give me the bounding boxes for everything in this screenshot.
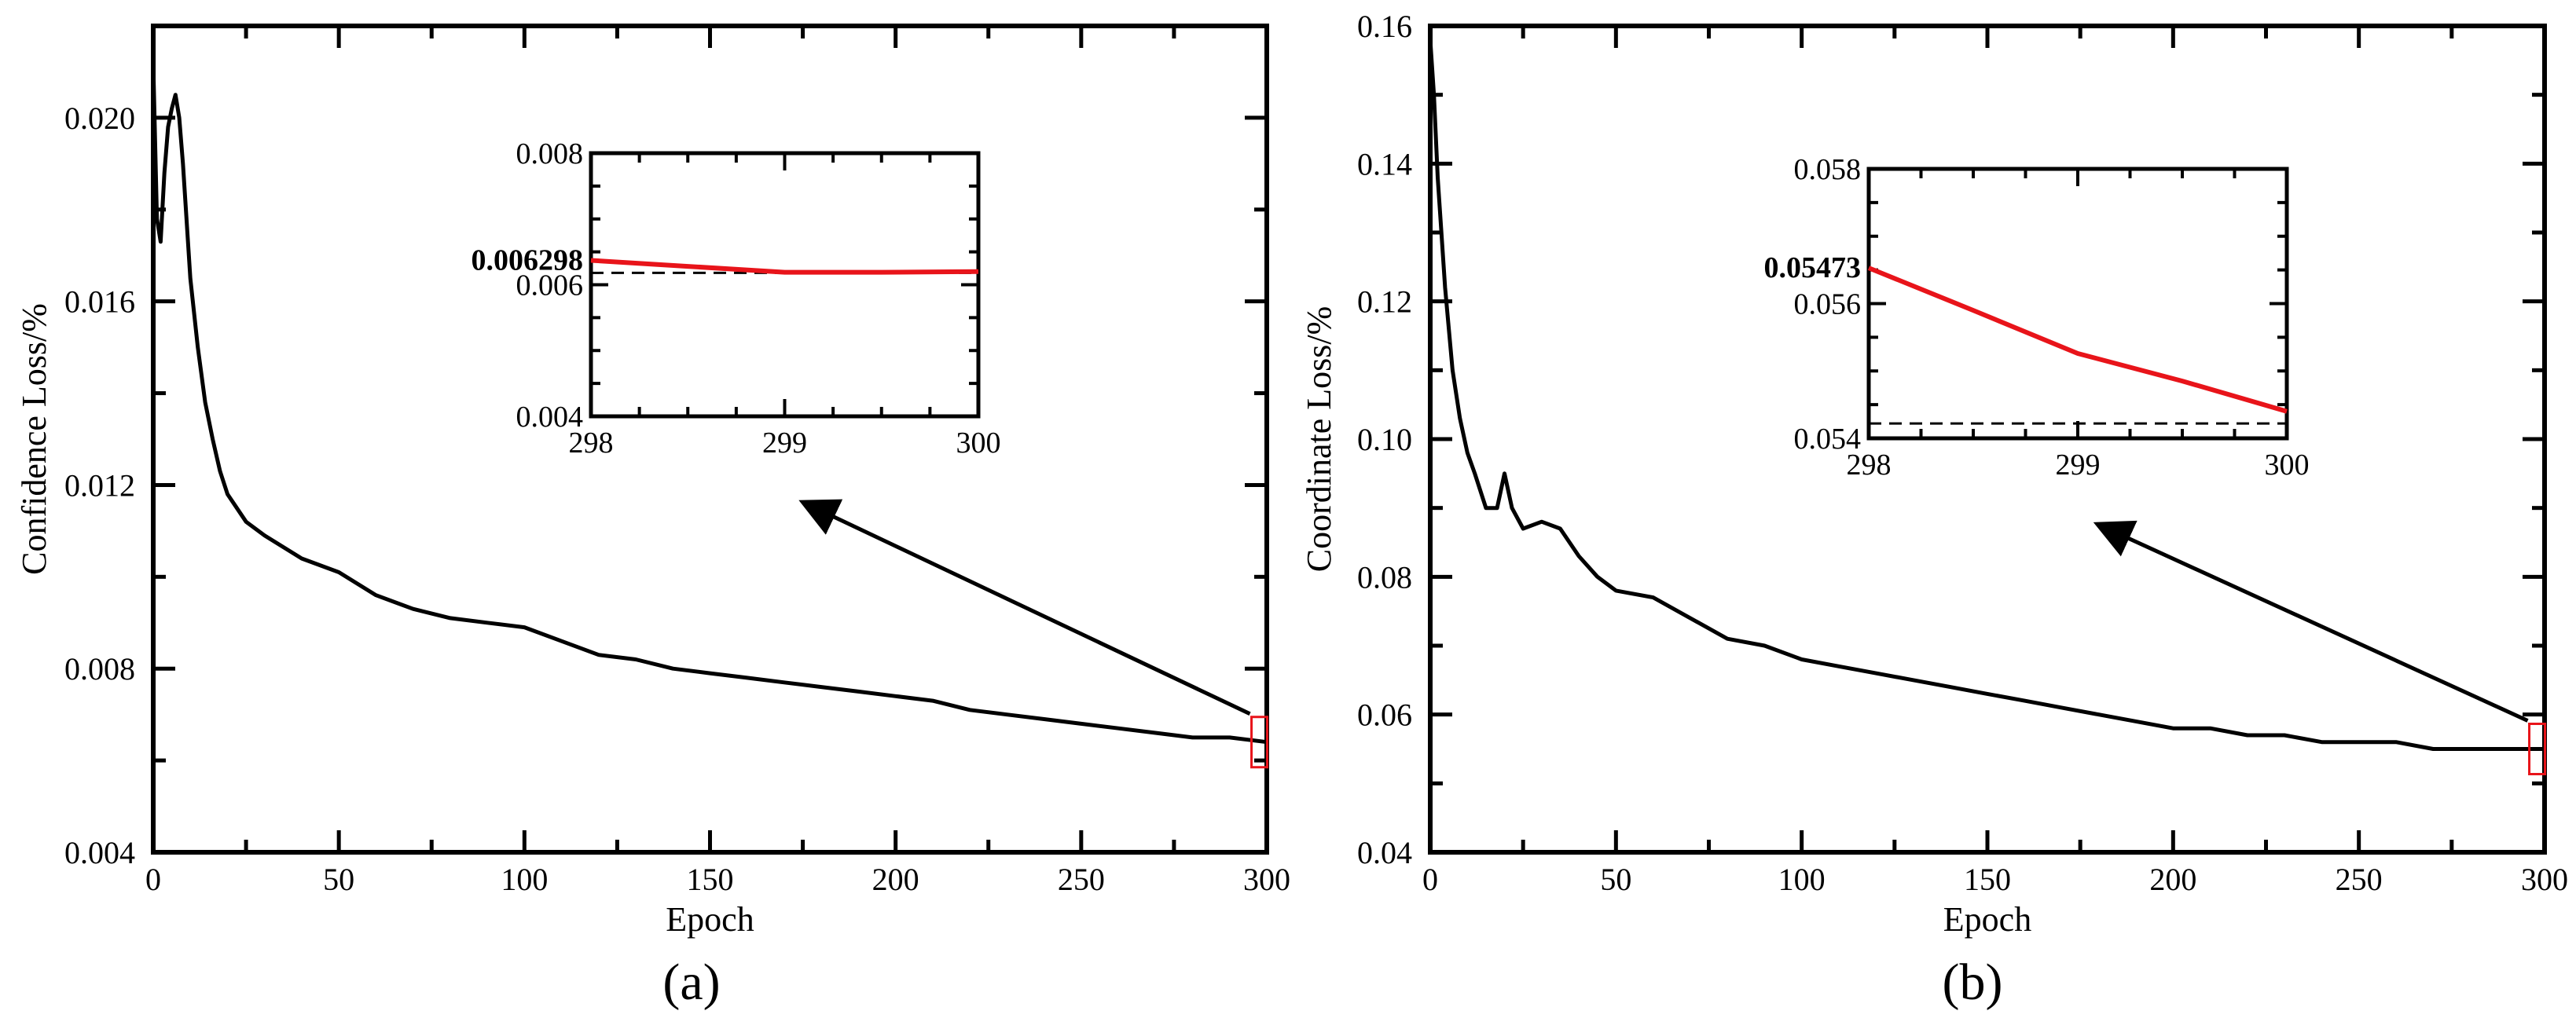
inset-y-tick-label: 0.058 xyxy=(1794,153,1862,186)
x-tick-label: 150 xyxy=(1964,862,2011,897)
chart-panel-a: 0 50 100 150 200 250 300 0.004 0.008 0.012 0.016 0.… xyxy=(15,24,1290,1011)
x-tick-label: 150 xyxy=(687,862,734,897)
x-tick-label: 100 xyxy=(1778,862,1826,897)
inset-frame xyxy=(589,151,981,419)
highlight-box xyxy=(2528,723,2547,775)
y-tick-label: 0.12 xyxy=(1357,284,1412,320)
y-axis-label: Coordinate Loss/% xyxy=(1300,306,1338,573)
x-tick-label: 250 xyxy=(1058,862,1105,897)
y-tick-label: 0.06 xyxy=(1357,698,1412,733)
inset-x-tick-label: 299 xyxy=(2056,449,2101,482)
inset-y-tick-label: 0.006 xyxy=(516,269,584,302)
y-tick-label: 0.16 xyxy=(1357,9,1412,44)
panel-label: (a) xyxy=(662,954,720,1011)
x-tick-label: 300 xyxy=(1243,862,1290,897)
y-tick-label: 0.10 xyxy=(1357,422,1412,457)
x-tick-label: 200 xyxy=(872,862,919,897)
y-tick-label: 0.004 xyxy=(64,835,135,870)
y-tick-label: 0.04 xyxy=(1357,835,1412,870)
y-tick-label: 0.016 xyxy=(64,284,135,320)
inset-y-tick-label: 0.008 xyxy=(516,137,584,170)
inset-x-tick-label: 299 xyxy=(762,427,807,460)
y-axis-label: Confidence Loss/% xyxy=(15,303,53,575)
inset-highlight-value: 0.05473 xyxy=(1764,251,1862,284)
inset-x-tick-label: 300 xyxy=(956,427,1001,460)
y-tick-label: 0.08 xyxy=(1357,559,1412,595)
inset-y-tick-label: 0.056 xyxy=(1794,288,1862,321)
zoom-arrow xyxy=(2093,520,2529,723)
inset-highlight-value: 0.006298 xyxy=(472,244,584,277)
y-tick-label: 0.14 xyxy=(1357,146,1412,181)
x-tick-label: 50 xyxy=(1600,862,1631,897)
chart-panel-b: 0 50 100 150 200 250 300 0.04 0.06 0.08 0.10 0.12 0.… xyxy=(1300,9,2568,1011)
y-tick-label: 0.020 xyxy=(64,101,135,136)
x-tick-label: 250 xyxy=(2336,862,2383,897)
loss-curve xyxy=(151,62,1268,745)
inset-frame xyxy=(1866,167,2289,441)
inset-y-tick-label: 0.054 xyxy=(1794,423,1862,456)
x-axis-label: Epoch xyxy=(1943,900,2031,939)
x-tick-label: 0 xyxy=(145,862,161,897)
inset-y-tick-label: 0.004 xyxy=(516,401,584,434)
zoom-arrow xyxy=(798,499,1251,716)
x-axis-label: Epoch xyxy=(666,900,754,939)
y-tick-label: 0.012 xyxy=(64,467,135,503)
x-tick-label: 200 xyxy=(2149,862,2196,897)
inset-x-tick-label: 300 xyxy=(2265,449,2310,482)
x-tick-label: 100 xyxy=(501,862,548,897)
panel-label: (b) xyxy=(1943,954,2003,1011)
x-tick-label: 300 xyxy=(2521,862,2568,897)
y-tick-label: 0.008 xyxy=(64,651,135,687)
highlight-box xyxy=(1250,716,1269,769)
inset-x-tick-label: 298 xyxy=(569,427,614,460)
inset-x-tick-label: 298 xyxy=(1847,449,1892,482)
x-tick-label: 50 xyxy=(323,862,354,897)
x-tick-label: 0 xyxy=(1422,862,1438,897)
